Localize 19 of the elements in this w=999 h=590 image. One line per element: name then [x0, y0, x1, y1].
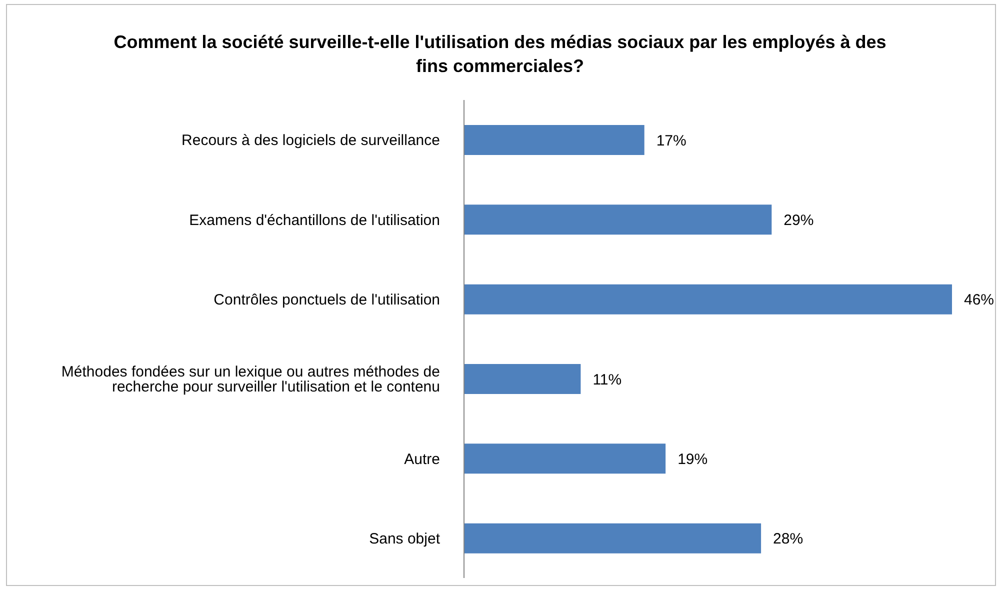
bar [464, 204, 772, 235]
data-label: 17% [656, 132, 686, 150]
bar [464, 125, 644, 155]
y-tick-label: Recours à des logiciels de surveillance [182, 132, 440, 150]
y-tick-label: Méthodes fondées sur un lexique ou autres méthodes de recherche pour surveiller l'utilisation et le contenu [61, 364, 440, 396]
y-tick-label: Autre [404, 450, 440, 468]
data-label: 11% [592, 371, 622, 388]
data-label: 28% [773, 530, 804, 548]
bar [464, 284, 952, 314]
bar [464, 523, 762, 554]
bar [464, 444, 666, 474]
data-label: 29% [784, 212, 814, 229]
bar [464, 364, 581, 394]
y-tick-label: Contrôles ponctuels de l'utilisation [214, 291, 440, 308]
y-tick-label: Sans objet [369, 530, 441, 548]
chart-title: Comment la société surveille-t-elle l'utilisation des médias sociaux par les employés à des fins commerciales? [112, 31, 888, 78]
data-label: 46% [964, 292, 994, 309]
data-label: 19% [678, 450, 708, 468]
y-tick-label: Examens d'échantillons de l'utilisation [189, 212, 440, 229]
